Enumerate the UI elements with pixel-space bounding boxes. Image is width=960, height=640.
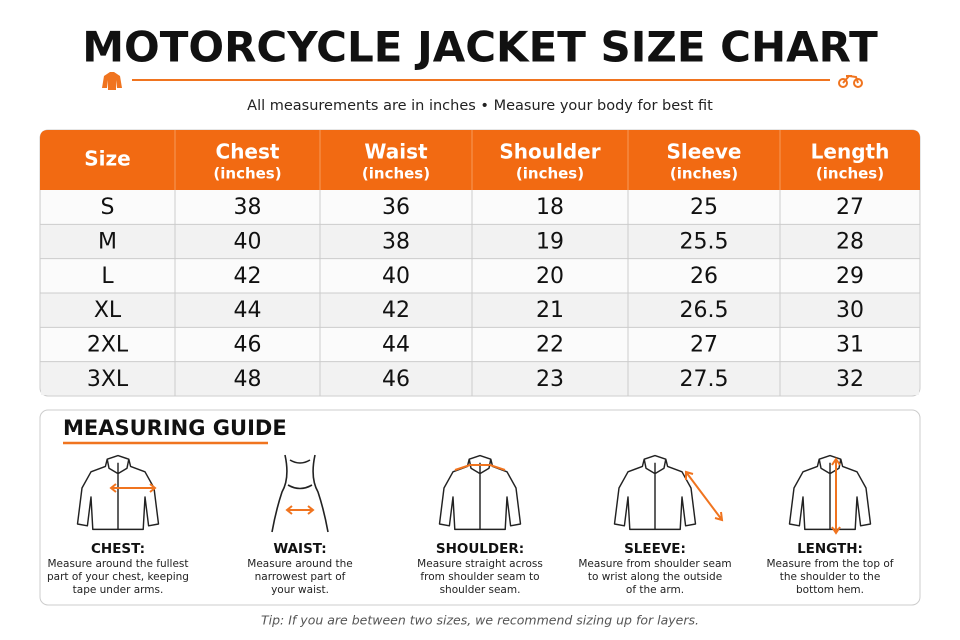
row-bg bbox=[41, 293, 919, 328]
cell: 44 bbox=[234, 298, 262, 323]
guide-description: shoulder seam. bbox=[440, 584, 521, 596]
cell: 27 bbox=[836, 195, 864, 220]
cell: 2XL bbox=[87, 333, 129, 358]
subtitle: All measurements are in inches • Measure… bbox=[247, 98, 713, 114]
column-name: Sleeve bbox=[667, 140, 742, 164]
guide-description: of the arm. bbox=[626, 584, 684, 596]
title: MOTORCYCLE JACKET SIZE CHART bbox=[82, 23, 878, 72]
cell: 44 bbox=[382, 333, 410, 358]
guide-description: part of your chest, keeping bbox=[47, 571, 189, 583]
column-unit: (inches) bbox=[816, 165, 884, 183]
guide-label: LENGTH: bbox=[797, 541, 863, 557]
cell: 42 bbox=[234, 264, 262, 289]
cell: 38 bbox=[382, 230, 410, 255]
cell: 42 bbox=[382, 298, 410, 323]
cell: 20 bbox=[536, 264, 564, 289]
guide-description: bottom hem. bbox=[796, 584, 864, 596]
shoulder-arrow bbox=[454, 464, 506, 471]
sleeve-arrow bbox=[685, 470, 724, 522]
chest-arrow bbox=[109, 483, 157, 493]
cell: 26 bbox=[690, 264, 718, 289]
waist-arrow bbox=[285, 505, 315, 515]
column-name: Waist bbox=[364, 140, 428, 164]
guide-description: Measure from the top of bbox=[767, 558, 894, 570]
table-header bbox=[40, 130, 920, 190]
guide-title: MEASURING GUIDE bbox=[63, 416, 287, 440]
cell: 30 bbox=[836, 298, 864, 323]
guide-description: Measure from shoulder seam bbox=[578, 558, 731, 570]
column-name: Shoulder bbox=[499, 140, 600, 164]
cell: 25.5 bbox=[680, 230, 729, 255]
cell: 46 bbox=[234, 333, 262, 358]
cell: 31 bbox=[836, 333, 864, 358]
cell: 18 bbox=[536, 195, 564, 220]
cell: S bbox=[101, 195, 115, 220]
guide-label: CHEST: bbox=[91, 541, 145, 557]
cell: 36 bbox=[382, 195, 410, 220]
guide-description: from shoulder seam to bbox=[420, 571, 539, 583]
cell: 27.5 bbox=[680, 367, 729, 392]
guide-label: SLEEVE: bbox=[624, 541, 686, 557]
cell: L bbox=[101, 264, 114, 289]
cell: M bbox=[98, 230, 117, 255]
cell: 40 bbox=[382, 264, 410, 289]
tip: Tip: If you are between two sizes, we re… bbox=[261, 613, 699, 628]
guide-label: WAIST: bbox=[273, 541, 326, 557]
guide-description: Measure around the bbox=[247, 558, 352, 570]
cell: 3XL bbox=[87, 367, 129, 392]
guide-label: SHOULDER: bbox=[436, 541, 524, 557]
cell: 19 bbox=[536, 230, 564, 255]
guide-description: Measure around the fullest bbox=[47, 558, 188, 570]
cell: 28 bbox=[836, 230, 864, 255]
cell: 40 bbox=[234, 230, 262, 255]
column-name: Size bbox=[84, 147, 130, 171]
row-bg bbox=[41, 258, 919, 293]
guide-description: to wrist along the outside bbox=[588, 571, 722, 583]
column-name: Length bbox=[811, 140, 890, 164]
column-unit: (inches) bbox=[516, 165, 584, 183]
row-bg bbox=[41, 361, 919, 395]
row-bg bbox=[41, 224, 919, 259]
cell: 25 bbox=[690, 195, 718, 220]
cell: 32 bbox=[836, 367, 864, 392]
column-name: Chest bbox=[216, 140, 280, 164]
cell: 46 bbox=[382, 367, 410, 392]
cell: XL bbox=[94, 298, 122, 323]
guide-description: narrowest part of bbox=[255, 571, 346, 583]
cell: 27 bbox=[690, 333, 718, 358]
guide-description: Measure straight across bbox=[417, 558, 543, 570]
cell: 21 bbox=[536, 298, 564, 323]
guide-description: the shoulder to the bbox=[780, 571, 881, 583]
cell: 22 bbox=[536, 333, 564, 358]
row-bg bbox=[41, 190, 919, 225]
motorcycle-icon bbox=[838, 74, 863, 88]
guide-description: your waist. bbox=[271, 584, 329, 596]
column-unit: (inches) bbox=[362, 165, 430, 183]
cell: 29 bbox=[836, 264, 864, 289]
row-bg bbox=[41, 327, 919, 362]
column-unit: (inches) bbox=[670, 165, 738, 183]
length-arrow bbox=[831, 457, 841, 535]
cell: 23 bbox=[536, 367, 564, 392]
jacket-icon bbox=[102, 72, 122, 90]
cell: 26.5 bbox=[680, 298, 729, 323]
column-unit: (inches) bbox=[213, 165, 281, 183]
cell: 38 bbox=[234, 195, 262, 220]
guide-description: tape under arms. bbox=[73, 584, 164, 596]
waist-figure bbox=[271, 454, 329, 533]
cell: 48 bbox=[234, 367, 262, 392]
